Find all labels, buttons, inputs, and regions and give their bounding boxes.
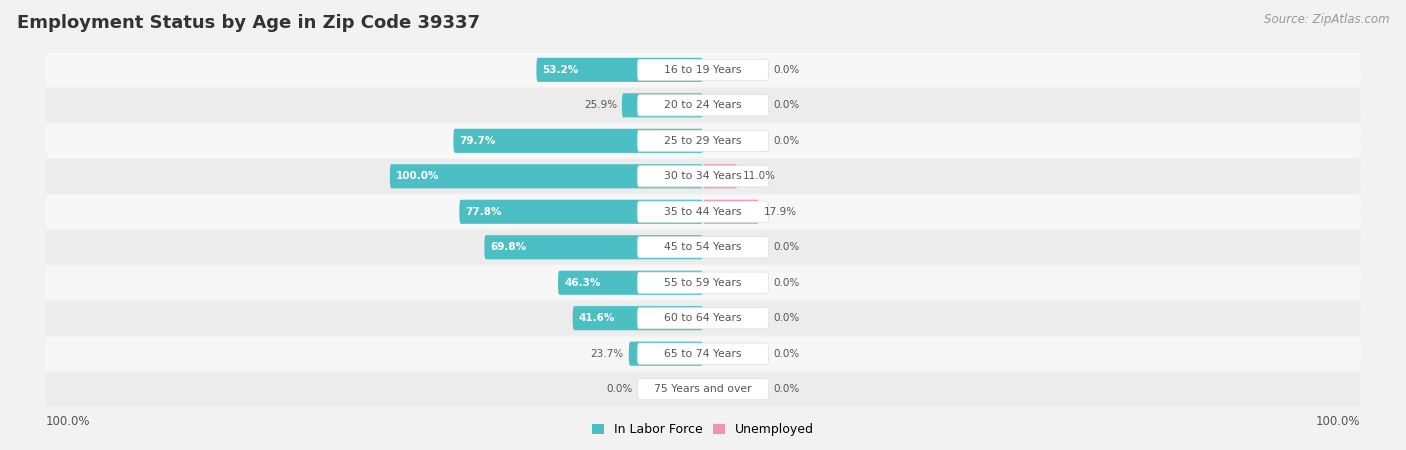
FancyBboxPatch shape (637, 237, 769, 258)
Text: 0.0%: 0.0% (773, 278, 800, 288)
Text: 100.0%: 100.0% (396, 171, 440, 181)
Text: 30 to 34 Years: 30 to 34 Years (664, 171, 742, 181)
FancyBboxPatch shape (45, 301, 1361, 335)
Text: 0.0%: 0.0% (773, 313, 800, 323)
FancyBboxPatch shape (45, 88, 1361, 122)
FancyBboxPatch shape (628, 342, 703, 366)
FancyBboxPatch shape (45, 124, 1361, 158)
FancyBboxPatch shape (45, 195, 1361, 229)
Text: 79.7%: 79.7% (460, 136, 496, 146)
FancyBboxPatch shape (453, 129, 703, 153)
Text: 35 to 44 Years: 35 to 44 Years (664, 207, 742, 217)
Text: 0.0%: 0.0% (606, 384, 633, 394)
FancyBboxPatch shape (537, 58, 703, 82)
FancyBboxPatch shape (45, 337, 1361, 371)
Text: 0.0%: 0.0% (773, 100, 800, 110)
Text: 77.8%: 77.8% (465, 207, 502, 217)
Text: 20 to 24 Years: 20 to 24 Years (664, 100, 742, 110)
Text: 100.0%: 100.0% (45, 415, 90, 428)
Text: Employment Status by Age in Zip Code 39337: Employment Status by Age in Zip Code 393… (17, 14, 479, 32)
FancyBboxPatch shape (637, 130, 769, 151)
Text: 23.7%: 23.7% (591, 349, 624, 359)
FancyBboxPatch shape (703, 200, 759, 224)
Text: 60 to 64 Years: 60 to 64 Years (664, 313, 742, 323)
Text: 100.0%: 100.0% (1316, 415, 1361, 428)
FancyBboxPatch shape (637, 378, 769, 400)
Text: 41.6%: 41.6% (579, 313, 616, 323)
Text: 46.3%: 46.3% (564, 278, 600, 288)
Text: 45 to 54 Years: 45 to 54 Years (664, 242, 742, 252)
Text: 55 to 59 Years: 55 to 59 Years (664, 278, 742, 288)
FancyBboxPatch shape (45, 372, 1361, 406)
Text: 69.8%: 69.8% (491, 242, 527, 252)
Text: 0.0%: 0.0% (773, 136, 800, 146)
Text: 0.0%: 0.0% (773, 349, 800, 359)
Text: 75 Years and over: 75 Years and over (654, 384, 752, 394)
FancyBboxPatch shape (637, 166, 769, 187)
FancyBboxPatch shape (703, 164, 738, 189)
FancyBboxPatch shape (637, 308, 769, 329)
FancyBboxPatch shape (637, 343, 769, 364)
FancyBboxPatch shape (621, 93, 703, 117)
FancyBboxPatch shape (637, 201, 769, 222)
FancyBboxPatch shape (460, 200, 703, 224)
Text: 0.0%: 0.0% (773, 384, 800, 394)
Legend: In Labor Force, Unemployed: In Labor Force, Unemployed (586, 418, 820, 441)
FancyBboxPatch shape (637, 59, 769, 81)
FancyBboxPatch shape (558, 270, 703, 295)
Text: 16 to 19 Years: 16 to 19 Years (664, 65, 742, 75)
FancyBboxPatch shape (637, 272, 769, 293)
Text: 0.0%: 0.0% (773, 65, 800, 75)
Text: 25.9%: 25.9% (583, 100, 617, 110)
Text: 0.0%: 0.0% (773, 242, 800, 252)
Text: 17.9%: 17.9% (763, 207, 797, 217)
Text: 53.2%: 53.2% (543, 65, 579, 75)
Text: 25 to 29 Years: 25 to 29 Years (664, 136, 742, 146)
FancyBboxPatch shape (45, 266, 1361, 300)
FancyBboxPatch shape (45, 53, 1361, 87)
FancyBboxPatch shape (637, 94, 769, 116)
Text: 11.0%: 11.0% (742, 171, 776, 181)
Text: 65 to 74 Years: 65 to 74 Years (664, 349, 742, 359)
Text: Source: ZipAtlas.com: Source: ZipAtlas.com (1264, 14, 1389, 27)
FancyBboxPatch shape (572, 306, 703, 330)
FancyBboxPatch shape (389, 164, 703, 189)
FancyBboxPatch shape (45, 230, 1361, 264)
FancyBboxPatch shape (45, 159, 1361, 194)
FancyBboxPatch shape (485, 235, 703, 259)
